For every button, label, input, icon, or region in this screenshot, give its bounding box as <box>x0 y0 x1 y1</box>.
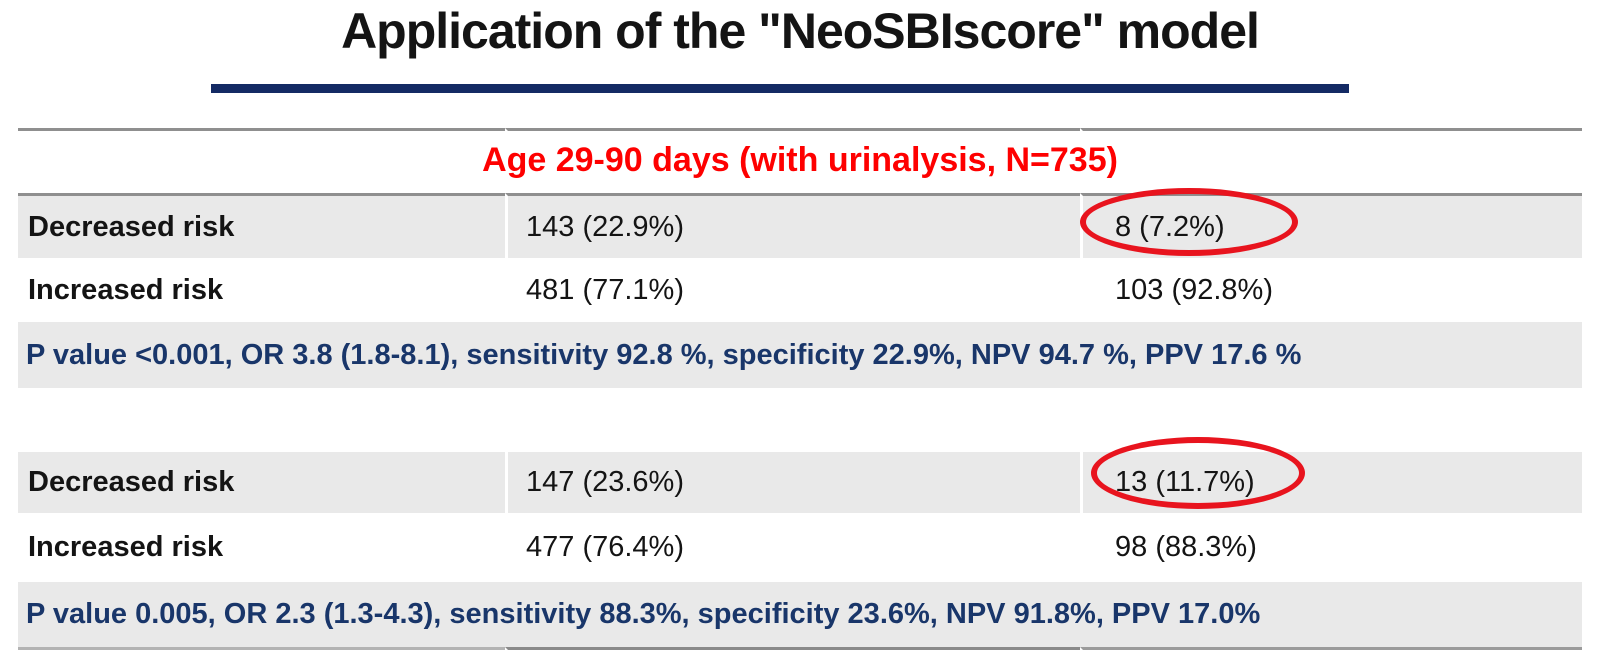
section-header-row-with-urinalysis: Age 29-90 days (with urinalysis, N=735) <box>18 128 1582 193</box>
table-row: Increased risk 481 (77.1%) 103 (92.8%) <box>18 258 1582 322</box>
table-row: Decreased risk 143 (22.9%) 8 (7.2%) <box>18 193 1582 258</box>
stats-row-without-urinalysis: P value 0.005, OR 2.3 (1.3-4.3), sensiti… <box>18 582 1582 647</box>
row-label-cell: Increased risk <box>18 258 505 322</box>
row-label: Increased risk <box>28 531 224 563</box>
table-row: Decreased risk 147 (23.6%) 13 (11.7%) <box>18 452 1582 513</box>
stats-row-with-urinalysis: P value <0.001, OR 3.8 (1.8-8.1), sensit… <box>18 322 1582 388</box>
value-cell: 477 (76.4%) <box>505 513 1080 582</box>
row-label: Decreased risk <box>28 210 235 243</box>
cell-value: 143 (22.9%) <box>526 210 684 243</box>
circle-annotation-13-percent <box>1091 437 1305 509</box>
cell-value: 147 (23.6%) <box>526 466 684 498</box>
header-cell <box>505 128 1080 193</box>
table-row: Increased risk 477 (76.4%) 98 (88.3%) <box>18 513 1582 582</box>
cell-value: 98 (88.3%) <box>1115 531 1257 563</box>
section-header-with-urinalysis: Age 29-90 days (with urinalysis, N=735) <box>482 141 1118 179</box>
row-label-cell: Increased risk <box>18 513 505 582</box>
row-label: Increased risk <box>28 273 224 306</box>
row-label-cell: Decreased risk <box>18 193 505 258</box>
row-label: Decreased risk <box>28 466 235 498</box>
circle-annotation-8-percent <box>1080 188 1298 256</box>
cell-value: 477 (76.4%) <box>526 531 684 563</box>
value-cell: 98 (88.3%) <box>1080 513 1582 582</box>
header-cell <box>1080 128 1582 193</box>
header-cell <box>18 128 505 193</box>
border-segment <box>505 647 1080 650</box>
row-label-cell: Decreased risk <box>18 452 505 513</box>
value-cell: 147 (23.6%) <box>505 452 1080 513</box>
title-underline <box>211 84 1349 93</box>
border-segment <box>1080 647 1582 650</box>
cell-value: 103 (92.8%) <box>1115 273 1273 306</box>
value-cell: 481 (77.1%) <box>505 258 1080 322</box>
border-segment <box>18 647 505 650</box>
cell-value: 481 (77.1%) <box>526 273 684 306</box>
table-bottom-border <box>18 647 1582 650</box>
page-title: Application of the "NeoSBIscore" model <box>341 3 1260 59</box>
value-cell: 143 (22.9%) <box>505 193 1080 258</box>
value-cell: 103 (92.8%) <box>1080 258 1582 322</box>
